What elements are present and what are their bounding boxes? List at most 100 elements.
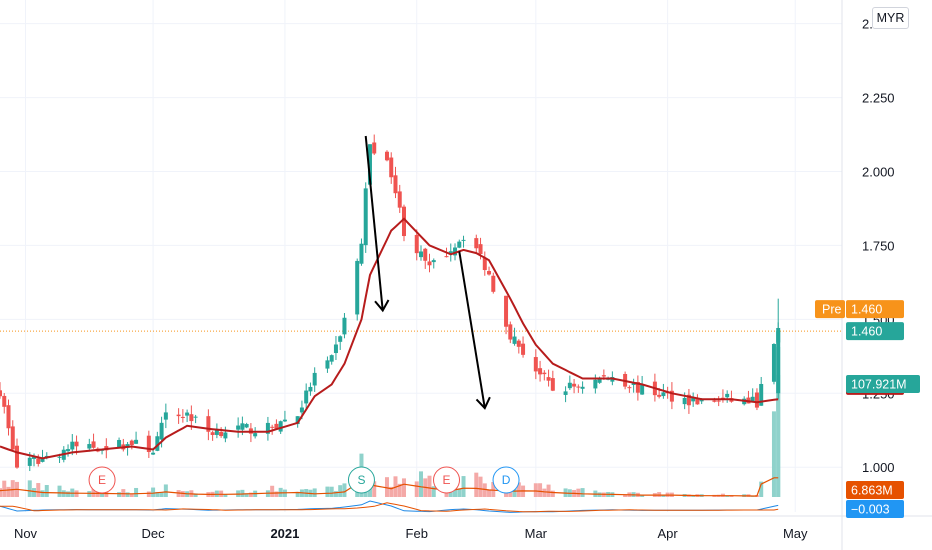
volume-value-badge-bg bbox=[846, 375, 920, 393]
candle-body bbox=[91, 441, 96, 448]
volume-bar bbox=[312, 488, 317, 497]
candle-body bbox=[236, 425, 241, 430]
volume-bar bbox=[538, 483, 543, 497]
volume-bar bbox=[91, 487, 96, 497]
candle-body bbox=[538, 368, 543, 375]
volume-bar bbox=[125, 492, 130, 497]
volume-bar bbox=[6, 486, 11, 497]
candle-body bbox=[155, 436, 160, 451]
event-marker-letter: D bbox=[502, 473, 511, 487]
volume-bar-last bbox=[776, 375, 781, 497]
candle-body bbox=[223, 432, 228, 439]
volume-bar bbox=[146, 491, 151, 497]
volume-bar bbox=[533, 483, 538, 497]
volume-bar bbox=[580, 488, 585, 497]
volume-bar bbox=[10, 480, 15, 497]
volume-bar bbox=[117, 492, 122, 497]
volume-bar bbox=[44, 485, 49, 497]
event-marker-earnings[interactable]: E bbox=[433, 466, 461, 494]
candle-body bbox=[635, 381, 640, 393]
candle-body bbox=[521, 343, 526, 355]
volume-bar bbox=[461, 476, 466, 497]
candle-body bbox=[542, 372, 547, 375]
event-marker-circle bbox=[347, 466, 375, 494]
candle-body bbox=[572, 383, 577, 387]
pre-value-badge-bg bbox=[846, 300, 904, 319]
candle-body bbox=[270, 426, 275, 428]
volume-bar bbox=[57, 485, 62, 497]
candle-body bbox=[278, 421, 283, 432]
event-marker-letter: S bbox=[357, 473, 365, 487]
y-tick-label: 1.000 bbox=[862, 460, 895, 475]
candle-body bbox=[550, 378, 555, 391]
candle-body bbox=[70, 441, 75, 450]
x-tick-label: Nov bbox=[14, 526, 38, 541]
candle-body bbox=[325, 360, 330, 369]
candle-body bbox=[576, 386, 581, 388]
volume-value-badge: 107.921M bbox=[846, 375, 920, 393]
volume-bar bbox=[372, 481, 377, 497]
volume-ma-line bbox=[0, 477, 779, 497]
volume-bar bbox=[414, 481, 419, 497]
candle-body bbox=[193, 416, 198, 418]
volume-bar bbox=[474, 472, 479, 497]
candle-body bbox=[338, 336, 343, 342]
candle-body bbox=[117, 439, 122, 449]
arrow-2-head bbox=[475, 396, 491, 410]
last-price-badge-bg bbox=[846, 322, 904, 341]
candle-body bbox=[716, 400, 721, 402]
volume-bar bbox=[333, 491, 338, 497]
currency-button[interactable]: MYR bbox=[872, 7, 909, 29]
y-tick-label: 1.750 bbox=[862, 238, 895, 253]
x-tick-label: May bbox=[783, 526, 808, 541]
candle-body bbox=[185, 412, 190, 416]
y-tick-label: 2.000 bbox=[862, 165, 895, 180]
candle-body bbox=[27, 457, 32, 466]
candle-body bbox=[457, 241, 462, 248]
candle-body bbox=[601, 375, 606, 377]
vol-ma-value-badge-bg bbox=[846, 481, 904, 499]
volume-bar bbox=[661, 495, 666, 497]
candle-body bbox=[593, 379, 598, 389]
candle-body bbox=[295, 416, 300, 425]
candle-body bbox=[504, 295, 509, 327]
candle-body bbox=[359, 243, 364, 264]
volume-bar bbox=[27, 480, 32, 497]
volume-bar bbox=[576, 488, 581, 497]
volume-bar bbox=[66, 491, 71, 497]
volume-bar bbox=[0, 488, 2, 497]
candle-body bbox=[210, 432, 215, 435]
pre-label-badge: Pre bbox=[815, 300, 845, 319]
event-marker-split[interactable]: S bbox=[347, 466, 375, 494]
candle-body bbox=[219, 431, 224, 437]
last-price-badge-text: 1.460 bbox=[851, 325, 882, 339]
volume-bar bbox=[419, 471, 423, 497]
candle-body bbox=[419, 251, 423, 258]
candle-body bbox=[57, 456, 62, 458]
event-marker-earnings[interactable]: E bbox=[88, 466, 116, 494]
candle-body bbox=[342, 317, 347, 335]
pre-value-badge-text: 1.460 bbox=[851, 303, 882, 317]
volume-bar bbox=[244, 493, 249, 497]
candle-body bbox=[759, 383, 764, 406]
volume-bar bbox=[329, 486, 334, 497]
candle-body bbox=[580, 386, 585, 389]
candle-body bbox=[32, 456, 37, 459]
volume-bar bbox=[546, 484, 551, 497]
event-marker-dividend[interactable]: D bbox=[492, 466, 520, 494]
candle-body bbox=[312, 372, 317, 386]
event-marker-circle bbox=[433, 466, 461, 494]
volume-bar bbox=[61, 490, 66, 497]
volume-bar bbox=[342, 483, 347, 497]
candle-body bbox=[597, 378, 602, 383]
candle-body bbox=[367, 144, 372, 185]
candle-body bbox=[627, 387, 632, 389]
candle-body bbox=[329, 355, 334, 362]
candle-body bbox=[453, 247, 458, 256]
volume-bar bbox=[40, 490, 45, 497]
candle-body bbox=[129, 440, 134, 446]
candle-body bbox=[6, 405, 11, 429]
